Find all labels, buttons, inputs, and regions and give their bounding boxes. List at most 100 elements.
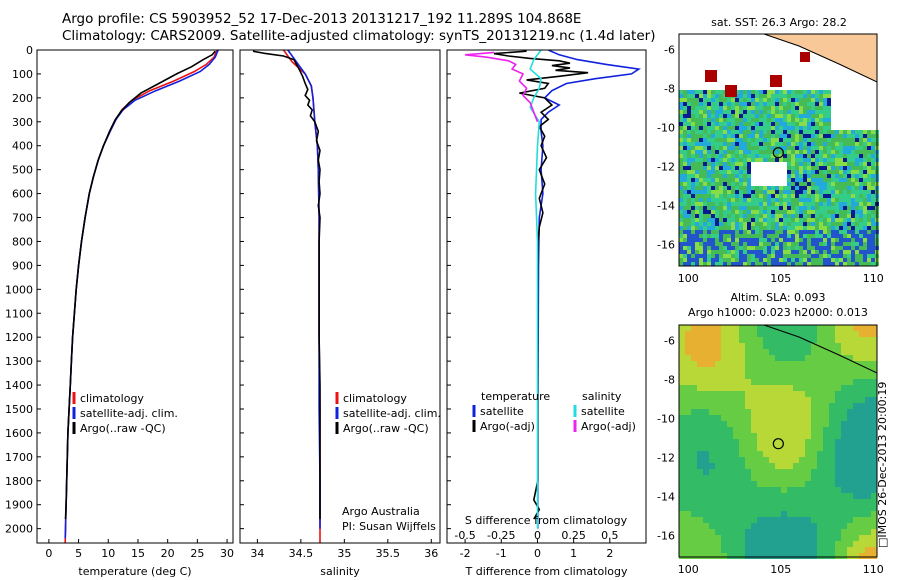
map-cell bbox=[755, 154, 759, 158]
map-cell bbox=[787, 186, 791, 190]
map-cell bbox=[731, 178, 735, 182]
map-cell bbox=[787, 511, 793, 517]
map-cell bbox=[715, 222, 719, 226]
map-cell bbox=[805, 415, 811, 421]
map-cell bbox=[715, 409, 721, 415]
map-cell bbox=[863, 202, 867, 206]
map-cell bbox=[727, 142, 731, 146]
map-cell bbox=[769, 463, 775, 469]
map-cell bbox=[807, 258, 811, 262]
map-cell bbox=[743, 170, 747, 174]
map-cell bbox=[735, 114, 739, 118]
map-cell bbox=[763, 142, 767, 146]
map-cell bbox=[811, 439, 817, 445]
map-cell bbox=[703, 451, 709, 457]
map-cell bbox=[811, 110, 815, 114]
map-cell bbox=[859, 166, 863, 170]
map-cell bbox=[817, 505, 823, 511]
map-cell bbox=[807, 102, 811, 106]
map-cell bbox=[803, 250, 807, 254]
map-cell bbox=[799, 451, 805, 457]
map-cell bbox=[811, 499, 817, 505]
map-cell bbox=[839, 162, 843, 166]
map-cell bbox=[743, 214, 747, 218]
map-cell bbox=[679, 254, 683, 258]
map-cell bbox=[763, 154, 767, 158]
map-cell bbox=[763, 493, 769, 499]
map-cell bbox=[739, 174, 743, 178]
map-cell bbox=[853, 475, 859, 481]
map-cell bbox=[715, 439, 721, 445]
map-cell bbox=[739, 150, 743, 154]
map-cell bbox=[787, 469, 793, 475]
map-cell bbox=[745, 523, 751, 529]
map-cell bbox=[779, 206, 783, 210]
map-cell bbox=[827, 182, 831, 186]
map-cell bbox=[787, 182, 791, 186]
map-cell bbox=[685, 457, 691, 463]
map-cell bbox=[829, 463, 835, 469]
map-cell bbox=[691, 403, 697, 409]
map-cell bbox=[793, 541, 799, 547]
map-cell bbox=[719, 214, 723, 218]
map-cell bbox=[755, 222, 759, 226]
map-cell bbox=[799, 499, 805, 505]
map-cell bbox=[811, 493, 817, 499]
map-cell bbox=[787, 202, 791, 206]
map-cell bbox=[781, 433, 787, 439]
map-cell bbox=[799, 134, 803, 138]
map-cell bbox=[847, 166, 851, 170]
map-cell bbox=[811, 254, 815, 258]
map-cell bbox=[841, 493, 847, 499]
map-cell bbox=[791, 130, 795, 134]
map-cell bbox=[859, 349, 865, 355]
map-cell bbox=[855, 250, 859, 254]
map-cell bbox=[855, 210, 859, 214]
map-cell bbox=[783, 218, 787, 222]
map-cell bbox=[859, 517, 865, 523]
map-cell bbox=[721, 409, 727, 415]
map-cell bbox=[679, 238, 683, 242]
map-cell bbox=[847, 162, 851, 166]
map-cell bbox=[739, 349, 745, 355]
map-cell bbox=[733, 433, 739, 439]
map-cell bbox=[855, 178, 859, 182]
map-cell bbox=[745, 505, 751, 511]
map-cell bbox=[787, 94, 791, 98]
map-cell bbox=[793, 529, 799, 535]
map-cell bbox=[723, 102, 727, 106]
map-cell bbox=[871, 178, 875, 182]
map-cell bbox=[687, 194, 691, 198]
map-cell bbox=[835, 439, 841, 445]
map-cell bbox=[831, 222, 835, 226]
map-cell bbox=[679, 343, 685, 349]
map-cell bbox=[767, 206, 771, 210]
map-cell bbox=[763, 110, 767, 114]
map-cell bbox=[723, 258, 727, 262]
map-cell bbox=[783, 254, 787, 258]
map-cell bbox=[787, 254, 791, 258]
map-cell bbox=[851, 150, 855, 154]
map-cell bbox=[699, 206, 703, 210]
map-cell bbox=[779, 198, 783, 202]
map-cell bbox=[757, 397, 763, 403]
map-cell bbox=[817, 397, 823, 403]
x-tick-label: 20 bbox=[161, 547, 175, 560]
map-cell bbox=[823, 214, 827, 218]
map-cell bbox=[851, 202, 855, 206]
map-cell bbox=[703, 98, 707, 102]
map-cell bbox=[679, 367, 685, 373]
map-cell bbox=[827, 234, 831, 238]
map-cell bbox=[703, 541, 709, 547]
map-cell bbox=[751, 142, 755, 146]
map-cell bbox=[679, 355, 685, 361]
map-cell bbox=[703, 343, 709, 349]
map-cell bbox=[829, 469, 835, 475]
map-cell bbox=[811, 94, 815, 98]
map-cell bbox=[691, 230, 695, 234]
map-cell bbox=[733, 475, 739, 481]
map-cell bbox=[841, 403, 847, 409]
map-cell bbox=[703, 178, 707, 182]
map-cell bbox=[727, 421, 733, 427]
map-cell bbox=[751, 367, 757, 373]
